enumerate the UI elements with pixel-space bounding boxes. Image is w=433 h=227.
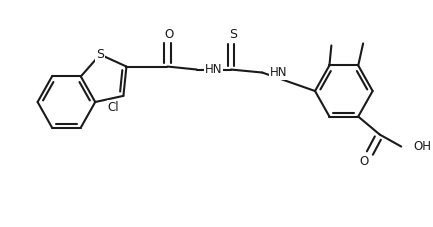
Text: OH: OH [413, 140, 431, 153]
Text: HN: HN [270, 66, 288, 79]
Text: O: O [165, 28, 174, 41]
Text: S: S [229, 28, 237, 41]
Text: HN: HN [204, 63, 222, 76]
Text: S: S [96, 48, 104, 61]
Text: O: O [359, 155, 369, 168]
Text: Cl: Cl [108, 101, 120, 114]
